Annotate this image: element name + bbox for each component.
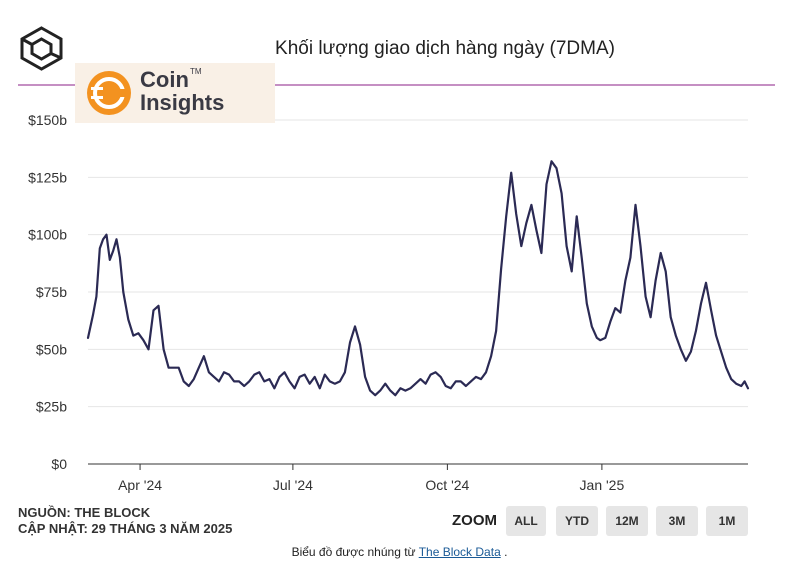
line-chart: $0 $25b $50b $75b $100b $125b $150b Apr '24 Jul … [28, 112, 750, 493]
watermark-text-coin: Coin [140, 67, 189, 92]
y-tick-label: $150b [28, 112, 67, 128]
zoom-12m-button[interactable]: 12M [606, 506, 648, 536]
watermark-text-insights: Insights [140, 90, 225, 115]
zoom-ytd-button[interactable]: YTD [556, 506, 598, 536]
y-tick-label: $0 [51, 456, 67, 472]
coin-insights-logo-icon [87, 71, 131, 115]
zoom-3m-button[interactable]: 3M [656, 506, 698, 536]
embed-text: Biểu đồ được nhúng từ [291, 545, 416, 559]
y-tick-label: $100b [28, 227, 67, 243]
source-line: NGUỒN: THE BLOCK [18, 505, 151, 520]
x-tick-label: Jan '25 [580, 477, 625, 493]
watermark-trademark: TM [190, 67, 202, 76]
chart-title: Khối lượng giao dịch hàng ngày (7DMA) [275, 38, 615, 59]
the-block-logo-icon [20, 26, 63, 71]
zoom-all-button[interactable]: ALL [506, 506, 546, 536]
y-tick-label: $125b [28, 169, 67, 185]
y-tick-label: $75b [36, 284, 67, 300]
the-block-data-link[interactable]: The Block Data [418, 545, 501, 559]
series-line [86, 160, 750, 397]
x-tick-label: Apr '24 [118, 477, 162, 493]
y-tick-label: $50b [36, 341, 67, 357]
zoom-1m-button[interactable]: 1M [706, 506, 748, 536]
x-tick-label: Oct '24 [425, 477, 469, 493]
header-divider [18, 84, 775, 86]
zoom-label: ZOOM [452, 512, 497, 529]
x-tick-label: Jul '24 [273, 477, 313, 493]
source-info: NGUỒN: THE BLOCK CẬP NHẬT: 29 THÁNG 3 NĂ… [18, 505, 232, 537]
embed-suffix: . [504, 545, 508, 559]
coin-insights-watermark: Coin TM Insights [75, 63, 275, 123]
y-tick-label: $25b [36, 399, 67, 415]
embed-note: Biểu đồ được nhúng từ The Block Data . [0, 545, 799, 559]
updated-line: CẬP NHẬT: 29 THÁNG 3 NĂM 2025 [18, 521, 233, 536]
